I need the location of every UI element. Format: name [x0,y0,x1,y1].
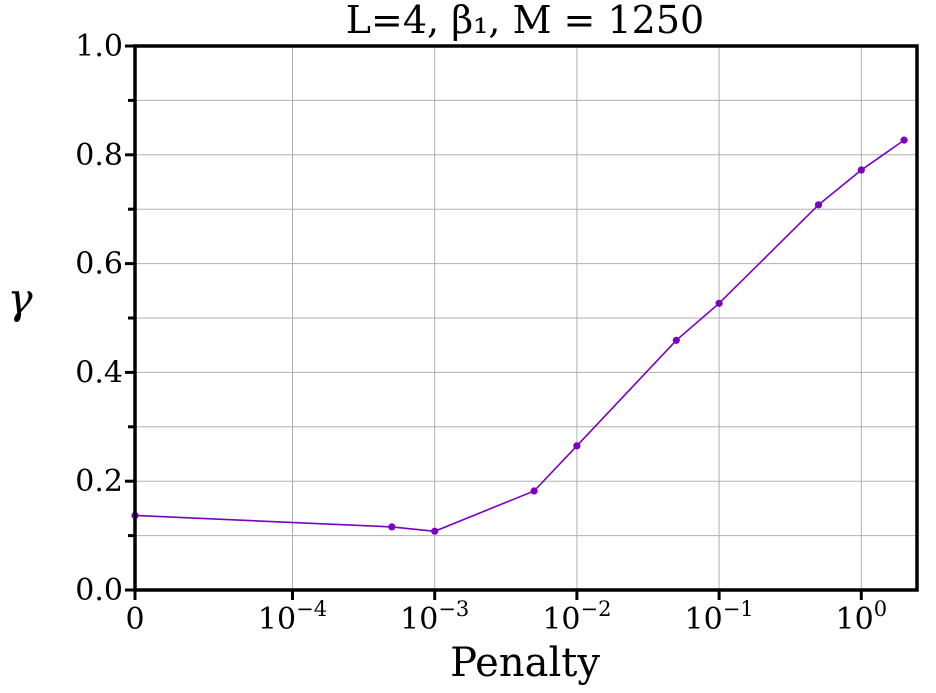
series-line [134,139,905,533]
data-point [672,336,680,344]
series [131,136,908,535]
plot-frame [133,44,919,592]
y-tick-label: 0.2 [75,464,123,499]
chart-title: L=4, β₁, M = 1250 [346,0,704,42]
data-point [431,527,439,535]
data-point [814,201,823,209]
y-tick-label: 0.8 [75,138,123,173]
y-tick-label: 0.0 [75,573,123,608]
data-point [388,523,396,531]
y-tick-label: 0.6 [75,247,123,282]
grid [135,46,917,590]
y-axis-ticks: 0.0 0.2 0.4 0.6 0.8 1.0 [75,29,135,608]
x-axis-label: Penalty [450,640,600,686]
y-tick-label: 1.0 [75,29,123,64]
data-point [857,166,865,174]
x-axis-ticks: 0 10−4 10−3 10−2 10−1 100 [125,590,887,637]
x-tick-label: 100 [836,597,888,637]
data-point [900,136,908,144]
x-tick-label: 10−3 [400,597,469,637]
data-point [573,442,581,450]
x-tick-label: 10−4 [258,597,327,637]
data-point [715,299,723,307]
x-tick-label: 0 [125,602,144,637]
x-tick-label: 10−2 [542,597,611,637]
y-axis-label: γ [7,274,33,323]
data-point [530,487,538,495]
y-tick-label: 0.4 [75,355,123,390]
x-tick-label: 10−1 [685,597,754,637]
